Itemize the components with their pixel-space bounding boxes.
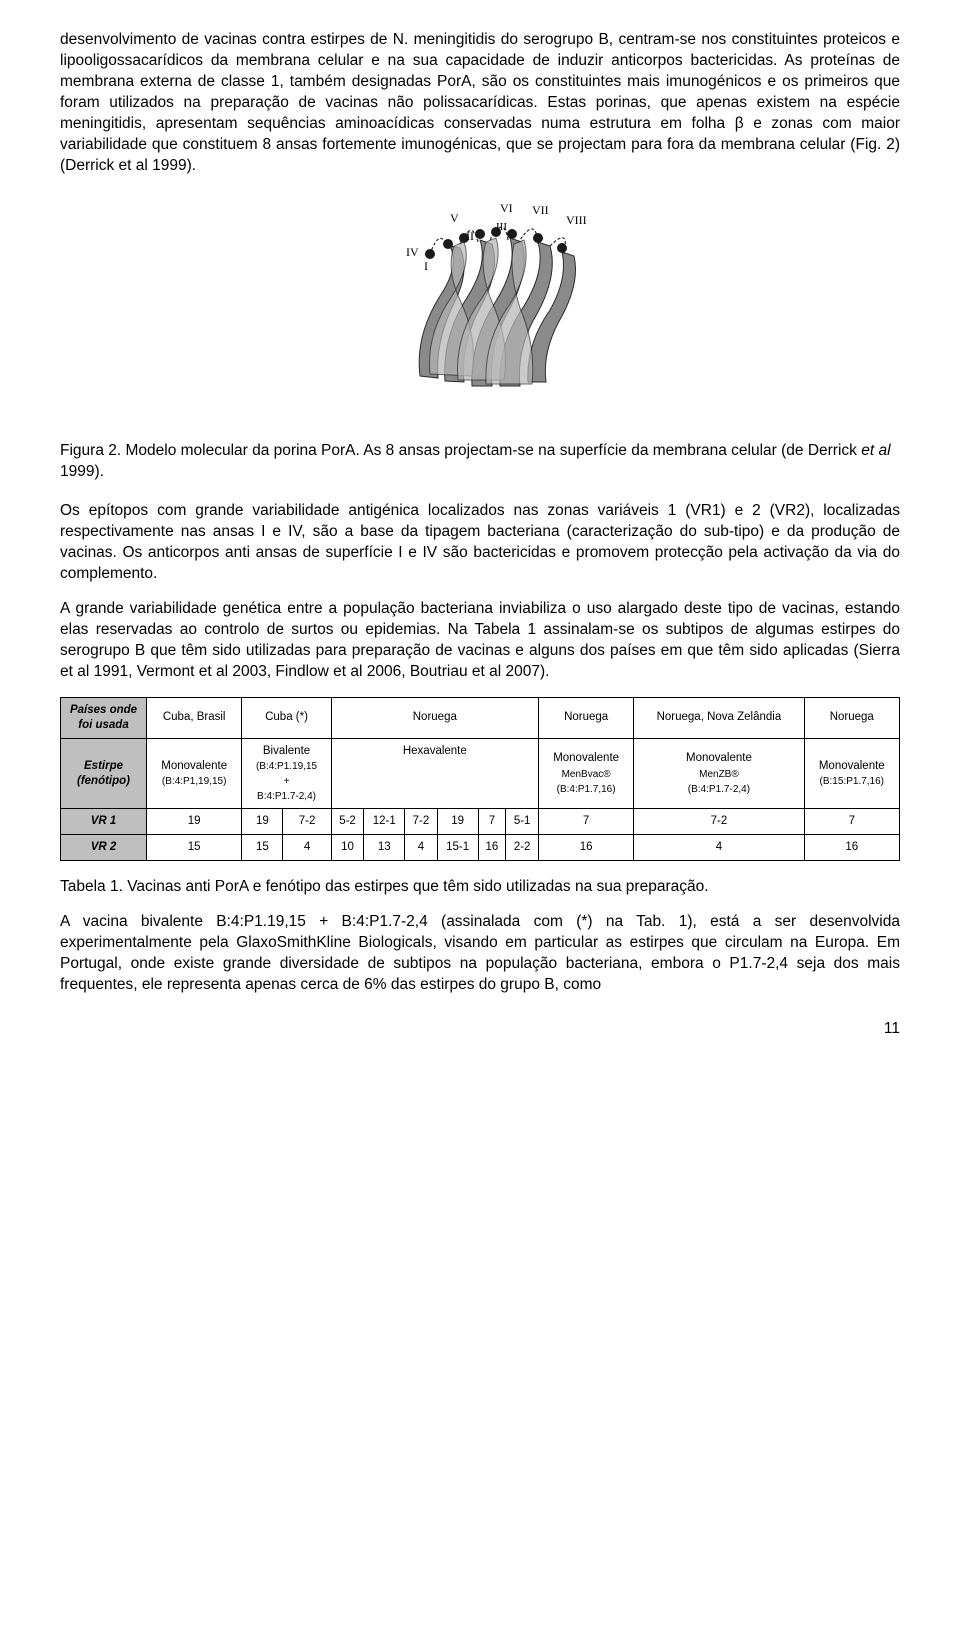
cell-vr2: 16 [478, 835, 506, 861]
paragraph-2: Os epítopos com grande variabilidade ant… [60, 501, 900, 585]
strain-sub: MenBvac® [543, 768, 629, 781]
paragraph-3: A grande variabilidade genética entre a … [60, 599, 900, 683]
cell-vr2: 2-2 [506, 835, 539, 861]
strain-sub: (B:4:P1.7,16) [543, 783, 629, 796]
cell-vr1: 5-1 [506, 809, 539, 835]
cell-country-2: Cuba (*) [242, 697, 331, 738]
strain-label: Monovalente [553, 752, 619, 764]
cell-vr2: 16 [804, 835, 899, 861]
cell-vr2: 15 [147, 835, 242, 861]
cell-strain-5: Monovalente MenZB® (B:4:P1.7-2,4) [634, 738, 804, 809]
cell-strain-4: Monovalente MenBvac® (B:4:P1.7,16) [538, 738, 633, 809]
row-header-countries: Países onde foi usada [61, 697, 147, 738]
cell-country-6: Noruega [804, 697, 899, 738]
cell-strain-6: Monovalente (B:15:P1.7,16) [804, 738, 899, 809]
cell-vr1: 7-2 [283, 809, 331, 835]
caption-text-a: Figura 2. Modelo molecular da porina Por… [60, 442, 861, 459]
paragraph-1: desenvolvimento de vacinas contra estirp… [60, 30, 900, 176]
page-number: 11 [60, 1020, 900, 1038]
svg-text:III: III [496, 221, 507, 233]
strain-sub: (B:4:P1.19,15 [246, 760, 326, 773]
cell-vr1: 7-2 [634, 809, 804, 835]
svg-text:VI: VI [500, 201, 513, 215]
table-row: Países onde foi usada Cuba, Brasil Cuba … [61, 697, 900, 738]
strain-sub: MenZB® [638, 768, 799, 781]
svg-text:V: V [450, 211, 459, 225]
strain-label: Monovalente [686, 752, 752, 764]
strain-label: Hexavalente [403, 745, 467, 757]
strain-sub: (B:4:P1.7-2,4) [638, 783, 799, 796]
row-header-vr1: VR 1 [61, 809, 147, 835]
strain-sub: B:4:P1.7-2,4) [246, 790, 326, 803]
strain-label: Monovalente [819, 760, 885, 772]
cell-vr1: 7 [538, 809, 633, 835]
cell-strain-3: Hexavalente [331, 738, 538, 809]
table-1: Países onde foi usada Cuba, Brasil Cuba … [60, 697, 900, 862]
cell-vr1: 5-2 [331, 809, 364, 835]
cell-vr1: 7 [478, 809, 506, 835]
caption-text-b: et al [861, 442, 890, 459]
cell-strain-1: Monovalente (B:4:P1,19,15) [147, 738, 242, 809]
cell-country-5: Noruega, Nova Zelândia [634, 697, 804, 738]
strain-sub: (B:15:P1.7,16) [809, 775, 895, 788]
strain-label: Monovalente [161, 760, 227, 772]
cell-vr2: 10 [331, 835, 364, 861]
cell-strain-2: Bivalente (B:4:P1.19,15 + B:4:P1.7-2,4) [242, 738, 331, 809]
cell-vr1: 19 [242, 809, 283, 835]
table-row: VR 1 19 19 7-2 5-2 12-1 7-2 19 7 5-1 7 7… [61, 809, 900, 835]
cell-vr1: 19 [437, 809, 478, 835]
caption-text-c: 1999). [60, 463, 104, 480]
cell-country-3: Noruega [331, 697, 538, 738]
svg-text:VII: VII [532, 203, 549, 217]
figure-2: I II III IV V VI VII VIII [60, 196, 900, 421]
cell-vr1: 12-1 [364, 809, 405, 835]
cell-vr2: 16 [538, 835, 633, 861]
cell-vr2: 13 [364, 835, 405, 861]
table-row: Estirpe (fenótipo) Monovalente (B:4:P1,1… [61, 738, 900, 809]
cell-vr2: 4 [634, 835, 804, 861]
row-header-strain: Estirpe (fenótipo) [61, 738, 147, 809]
cell-country-4: Noruega [538, 697, 633, 738]
table-1-caption: Tabela 1. Vacinas anti PorA e fenótipo d… [60, 877, 900, 898]
strain-label: Bivalente [263, 745, 310, 757]
cell-country-1: Cuba, Brasil [147, 697, 242, 738]
cell-vr1: 19 [147, 809, 242, 835]
strain-sub: + [246, 775, 326, 788]
porin-model-illustration: I II III IV V VI VII VIII [360, 196, 600, 416]
svg-text:VIII: VIII [566, 213, 587, 227]
row-header-vr2: VR 2 [61, 835, 147, 861]
cell-vr1: 7-2 [405, 809, 438, 835]
cell-vr2: 15-1 [437, 835, 478, 861]
cell-vr2: 4 [405, 835, 438, 861]
paragraph-4: A vacina bivalente B:4:P1.19,15 + B:4:P1… [60, 912, 900, 996]
svg-text:IV: IV [406, 245, 419, 259]
figure-2-caption: Figura 2. Modelo molecular da porina Por… [60, 441, 900, 483]
table-row: VR 2 15 15 4 10 13 4 15-1 16 2-2 16 4 16 [61, 835, 900, 861]
svg-text:II: II [466, 229, 474, 243]
cell-vr2: 4 [283, 835, 331, 861]
cell-vr2: 15 [242, 835, 283, 861]
strain-sub: (B:4:P1,19,15) [151, 775, 237, 788]
svg-text:I: I [424, 259, 428, 273]
cell-vr1: 7 [804, 809, 899, 835]
